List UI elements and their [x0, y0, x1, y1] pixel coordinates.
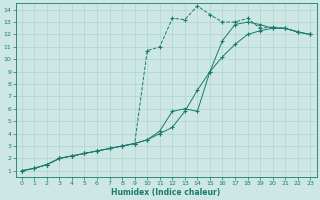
X-axis label: Humidex (Indice chaleur): Humidex (Indice chaleur)	[111, 188, 221, 197]
